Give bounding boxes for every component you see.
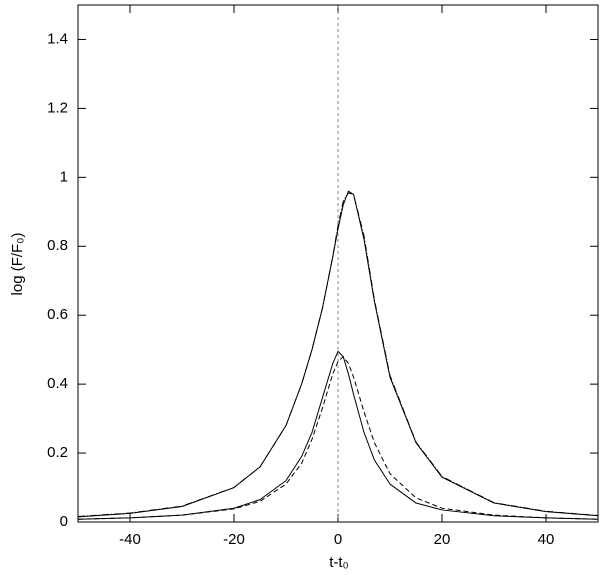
x-tick-label: 40 — [538, 531, 555, 548]
x-tick-label: -40 — [119, 531, 141, 548]
data-line — [77, 190, 599, 518]
data-line — [77, 192, 599, 517]
y-tick-label: 0.8 — [47, 237, 68, 254]
y-axis-label: log (F/F₀) — [9, 233, 26, 296]
y-tick-label: 0 — [60, 513, 68, 530]
data-line — [77, 350, 599, 520]
x-axis-label: t-t₀ — [329, 554, 349, 571]
y-tick-label: 1 — [60, 168, 68, 185]
y-tick-label: 1.2 — [47, 99, 68, 116]
y-tick-label: 1.4 — [47, 30, 68, 47]
x-tick-label: -20 — [223, 531, 245, 548]
plot-frame — [77, 4, 599, 523]
y-tick-label: 0.2 — [47, 444, 68, 461]
y-tick-label: 0.6 — [47, 306, 68, 323]
data-line — [77, 356, 599, 520]
x-tick-label: 0 — [334, 531, 342, 548]
y-tick-label: 0.4 — [47, 375, 68, 392]
x-tick-label: 20 — [434, 531, 451, 548]
